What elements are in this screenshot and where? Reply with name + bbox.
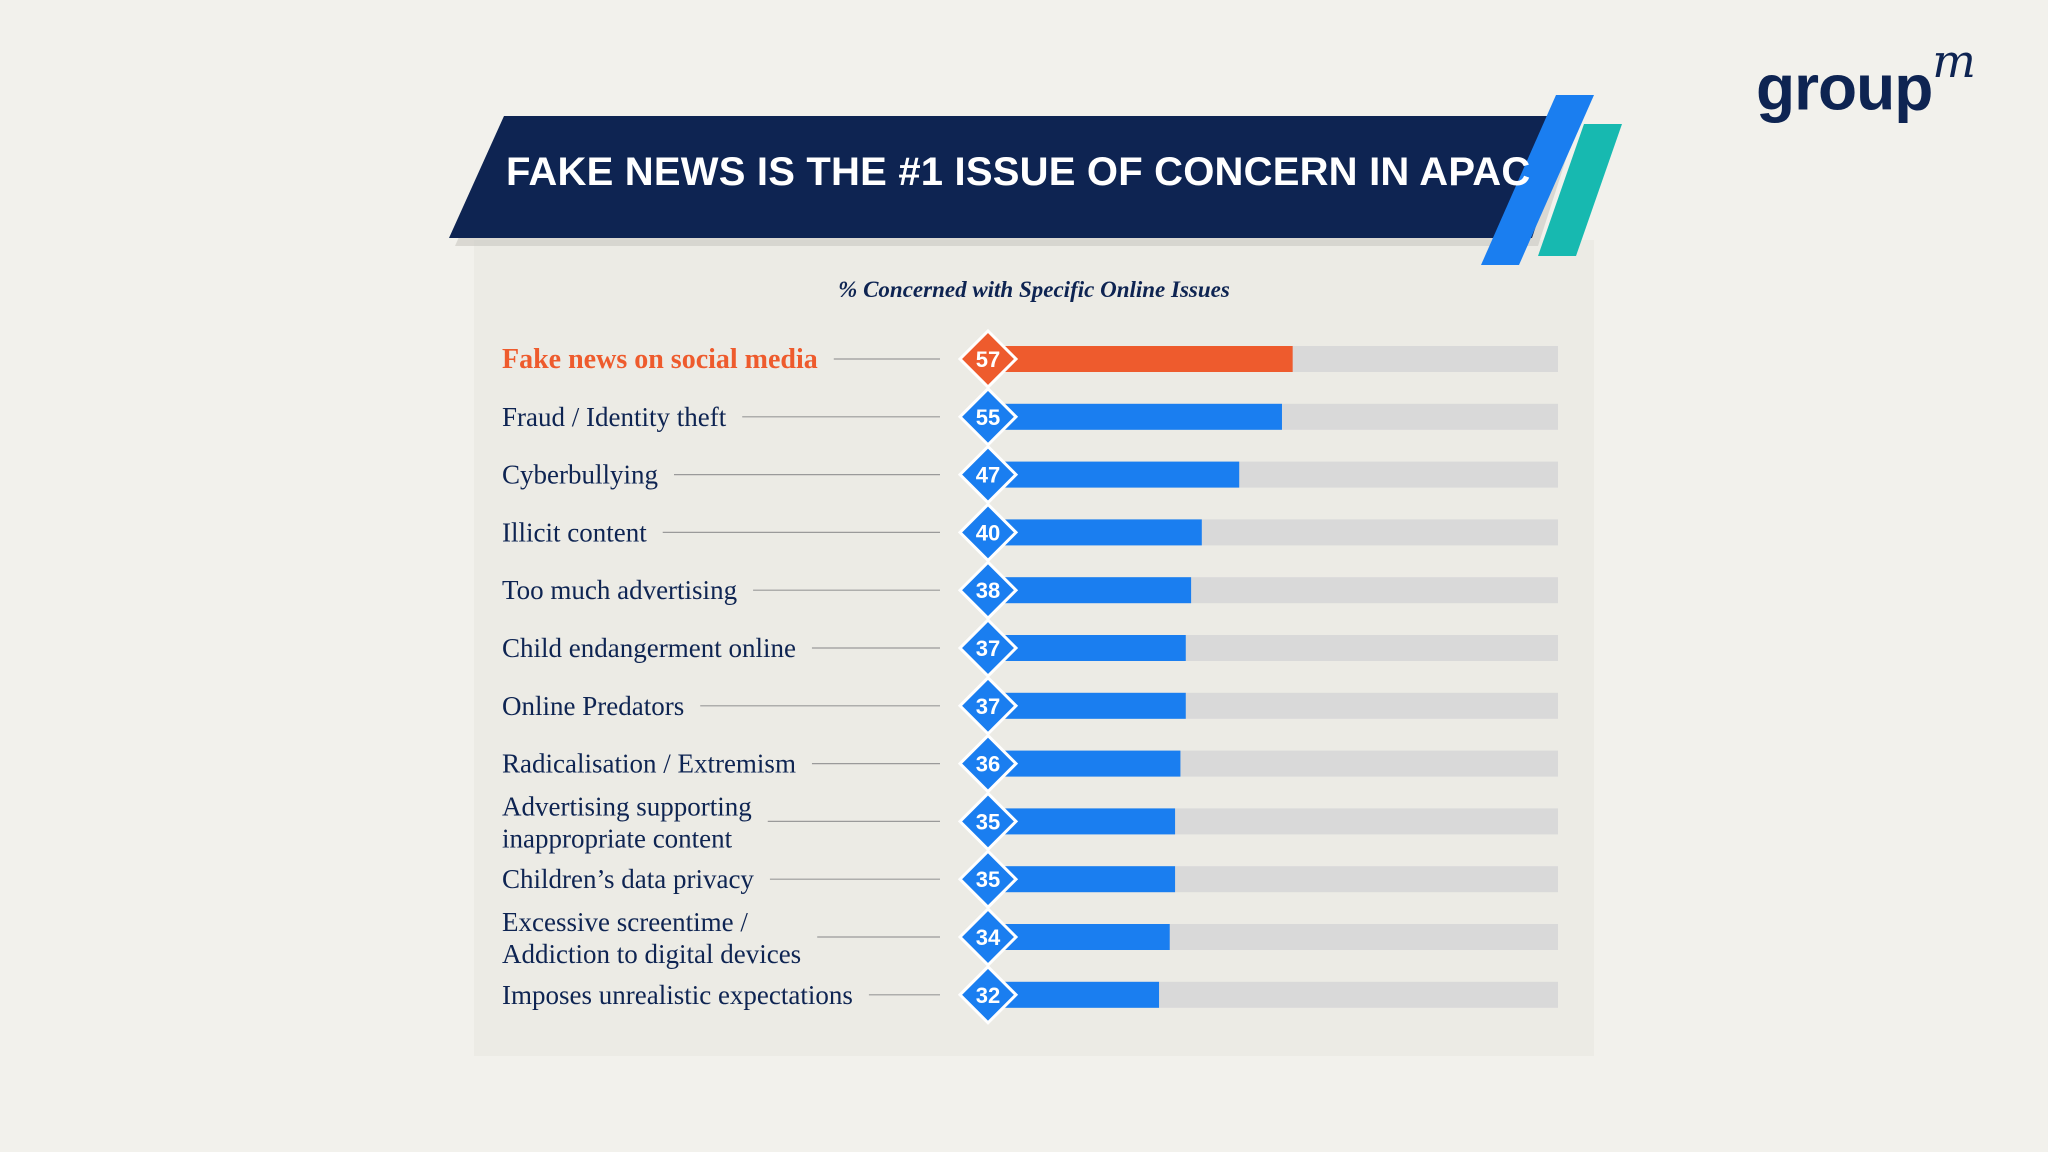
bar: [1004, 519, 1202, 546]
category-label: Advertising supporting inappropriate cont…: [502, 791, 752, 853]
category-label-line: Addiction to digital devices: [502, 939, 801, 969]
chart-subtitle: % Concerned with Specific Online Issues: [838, 277, 1230, 302]
bar: [1004, 866, 1176, 893]
bar: [1004, 577, 1192, 604]
category-label-line: Radicalisation / Extremism: [502, 749, 796, 779]
category-label-line: Too much advertising: [502, 575, 737, 605]
category-label: Illicit content: [502, 517, 647, 547]
banner-title: FAKE NEWS IS THE #1 ISSUE OF CONCERN IN …: [506, 150, 1531, 194]
data-label: 35: [976, 867, 1000, 892]
category-label: Fraud / Identity theft: [502, 402, 727, 432]
category-label-line: Excessive screentime /: [502, 907, 748, 937]
category-label-line: Imposes unrealistic expectations: [502, 980, 853, 1010]
bar: [1004, 692, 1186, 719]
category-label-line: Illicit content: [502, 517, 647, 547]
banner-graphic: [449, 95, 1622, 265]
category-label-line: Fake news on social media: [502, 344, 818, 375]
bar: [1004, 461, 1240, 488]
category-label: Excessive screentime / Addiction to digit…: [502, 907, 801, 969]
banner-background: [449, 116, 1572, 238]
category-label-line: Advertising supporting: [502, 791, 752, 821]
banner-accent-blue: [1481, 95, 1594, 265]
category-label-line: Children’s data privacy: [502, 864, 754, 894]
category-label: Too much advertising: [502, 575, 737, 605]
logo-sup: m: [1932, 34, 1976, 88]
logo-text: group: [1756, 51, 1933, 124]
bar: [1004, 808, 1176, 835]
bar: [1004, 924, 1170, 950]
data-label: 57: [976, 347, 1000, 372]
data-label: 55: [976, 405, 1000, 430]
category-label: Imposes unrealistic expectations: [502, 980, 853, 1010]
category-label: Fake news on social media: [502, 344, 818, 375]
category-label-line: Child endangerment online: [502, 633, 796, 663]
data-label: 35: [976, 809, 1000, 834]
banner-accent-teal: [1538, 124, 1622, 256]
category-label: Children’s data privacy: [502, 864, 754, 894]
bar: [1004, 403, 1282, 430]
data-label: 47: [976, 463, 1000, 488]
category-label-line: Cyberbullying: [502, 460, 658, 490]
category-label-line: Online Predators: [502, 691, 684, 721]
data-label: 38: [976, 578, 1000, 603]
bar: [1004, 346, 1293, 372]
groupm-logo: groupm: [1756, 38, 1976, 119]
bar: [1004, 981, 1160, 1008]
data-label: 37: [976, 636, 1000, 661]
bar: [1004, 750, 1181, 777]
data-label: 34: [976, 925, 1001, 950]
category-label: Radicalisation / Extremism: [502, 749, 796, 779]
data-label: 32: [976, 983, 1000, 1008]
category-label: Online Predators: [502, 691, 684, 721]
data-label: 36: [976, 752, 1000, 777]
category-label: Child endangerment online: [502, 633, 796, 663]
data-label: 37: [976, 694, 1000, 719]
data-label: 40: [976, 520, 1000, 545]
category-label-line: Fraud / Identity theft: [502, 402, 727, 432]
category-label: Cyberbullying: [502, 460, 658, 490]
category-label-line: inappropriate content: [502, 823, 733, 853]
bar: [1004, 635, 1186, 661]
value-diamond: [957, 964, 1019, 1025]
